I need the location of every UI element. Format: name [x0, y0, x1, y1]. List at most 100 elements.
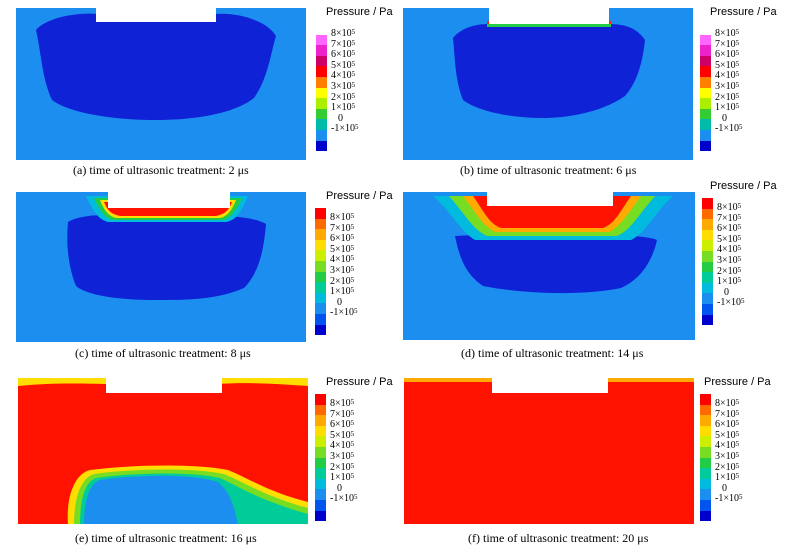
legend-swatch [315, 447, 326, 458]
legend-title: Pressure / Pa [326, 190, 393, 202]
legend-swatch [316, 66, 327, 77]
legend-swatch [700, 394, 711, 405]
legend-tick-label: 3×105 [330, 265, 355, 276]
legend-tick-label: 8×105 [330, 398, 355, 409]
legend-e: Pressure / Pa 8×105 7×105 6×105 5×105 4×105 3… [315, 376, 395, 522]
legend-tick-label: 7×105 [715, 408, 740, 420]
legend-swatch [315, 478, 326, 490]
legend-swatch [702, 314, 713, 326]
legend-swatch [316, 87, 327, 99]
caption-c: (c) time of ultrasonic treatment: 8 μs [75, 346, 251, 360]
legend-swatch [700, 24, 711, 35]
legend-swatch [702, 272, 713, 283]
legend-swatch [700, 108, 711, 120]
legend-swatch [700, 130, 711, 141]
legend-tick-label: 1×105 [330, 286, 355, 298]
caption-a: (a) time of ultrasonic treatment: 2 μs [73, 163, 249, 177]
legend-tick-label: 8×105 [715, 398, 740, 409]
legend-d: Pressure / Pa 8×105 7×105 6×105 5×105 4×105 3… [702, 180, 782, 326]
legend-swatch [316, 77, 327, 88]
legend-swatch [316, 98, 327, 109]
legend-swatch [700, 468, 711, 479]
legend-tick-label: 2×105 [717, 265, 742, 277]
legend-swatch [702, 282, 713, 294]
legend-swatch [700, 119, 711, 130]
legend-swatch [315, 436, 326, 447]
legend-swatch [315, 208, 326, 219]
legend-swatch [702, 304, 713, 315]
legend-tick-label: 8×105 [717, 202, 742, 213]
legend-swatch [315, 404, 326, 416]
legend-tick-label: -1×105 [330, 307, 358, 319]
legend-tick-label: 7×105 [330, 222, 355, 234]
legend-tick-label: 7×105 [330, 408, 355, 420]
legend-tick-label: 6×105 [330, 419, 355, 431]
simulation-d [403, 192, 695, 340]
legend-swatch [315, 500, 326, 511]
legend-tick-label: 2×105 [331, 91, 356, 103]
legend-swatch [700, 436, 711, 447]
legend-tick-label: 1×105 [715, 472, 740, 484]
caption-e: (e) time of ultrasonic treatment: 16 μs [75, 531, 257, 545]
legend-swatch [315, 425, 326, 437]
legend-tick-label: 2×105 [330, 275, 355, 287]
legend-swatch [315, 489, 326, 500]
legend-swatch [700, 34, 711, 46]
legend-f: Pressure / Pa 8×105 7×105 6×105 5×105 4×105 3… [700, 376, 780, 522]
caption-f: (f) time of ultrasonic treatment: 20 μs [468, 531, 649, 545]
legend-tick-label: 2×105 [715, 91, 740, 103]
legend-tick-label: 2×105 [330, 461, 355, 473]
legend-swatch [315, 261, 326, 272]
legend-tick-label: 6×105 [715, 49, 740, 61]
legend-swatch [702, 198, 713, 209]
legend-swatch [316, 24, 327, 35]
legend-swatch [700, 457, 711, 469]
legend-swatch [315, 218, 326, 230]
legend-swatch [702, 293, 713, 304]
legend-swatch [316, 34, 327, 46]
legend-tick-label: 6×105 [331, 49, 356, 61]
legend-swatch [316, 119, 327, 130]
legend-swatch [315, 250, 326, 261]
legend-tick-label: 4×105 [715, 70, 740, 82]
legend-swatch [700, 415, 711, 426]
legend-swatch [315, 271, 326, 283]
legend-tick-label: 4×105 [330, 254, 355, 266]
legend-swatch [315, 394, 326, 405]
legend-tick-label: 3×105 [717, 255, 742, 266]
legend-tick-label: 3×105 [715, 451, 740, 462]
legend-tick-label: 6×105 [717, 223, 742, 235]
legend-tick-label: 8×105 [715, 28, 740, 39]
legend-tick-label: 5×105 [331, 59, 356, 71]
legend-tick-label: 4×105 [330, 440, 355, 452]
legend-tick-label: 0 [338, 112, 343, 124]
legend-tick-label: 8×105 [331, 28, 356, 39]
legend-tick-label: 6×105 [330, 233, 355, 245]
legend-tick-label: 2×105 [715, 461, 740, 473]
legend-swatch [315, 303, 326, 314]
simulation-c [16, 192, 306, 342]
simulation-a [16, 8, 306, 160]
legend-swatch [315, 282, 326, 293]
legend-tick-label: 1×105 [330, 472, 355, 484]
legend-tick-label: 7×105 [331, 38, 356, 50]
legend-tick-label: 5×105 [330, 243, 355, 255]
legend-a: Pressure / Pa 8×105 7×105 6×105 5×105 4×105 3… [316, 6, 396, 152]
legend-title: Pressure / Pa [710, 6, 777, 18]
legend-swatch [700, 510, 711, 522]
legend-tick-label: 8×105 [330, 212, 355, 223]
legend-title: Pressure / Pa [710, 180, 777, 192]
legend-swatch [702, 251, 713, 262]
legend-tick-label: 4×105 [717, 244, 742, 256]
legend-tick-label: 4×105 [331, 70, 356, 82]
legend-swatch [315, 229, 326, 240]
legend-swatch [700, 77, 711, 88]
legend-swatch [700, 478, 711, 490]
legend-tick-label: 0 [337, 482, 342, 494]
legend-tick-label: 3×105 [330, 451, 355, 462]
legend-swatch [315, 292, 326, 304]
legend-swatch [702, 208, 713, 220]
legend-swatch [700, 66, 711, 77]
legend-swatch [700, 500, 711, 511]
legend-tick-label: 6×105 [715, 419, 740, 431]
